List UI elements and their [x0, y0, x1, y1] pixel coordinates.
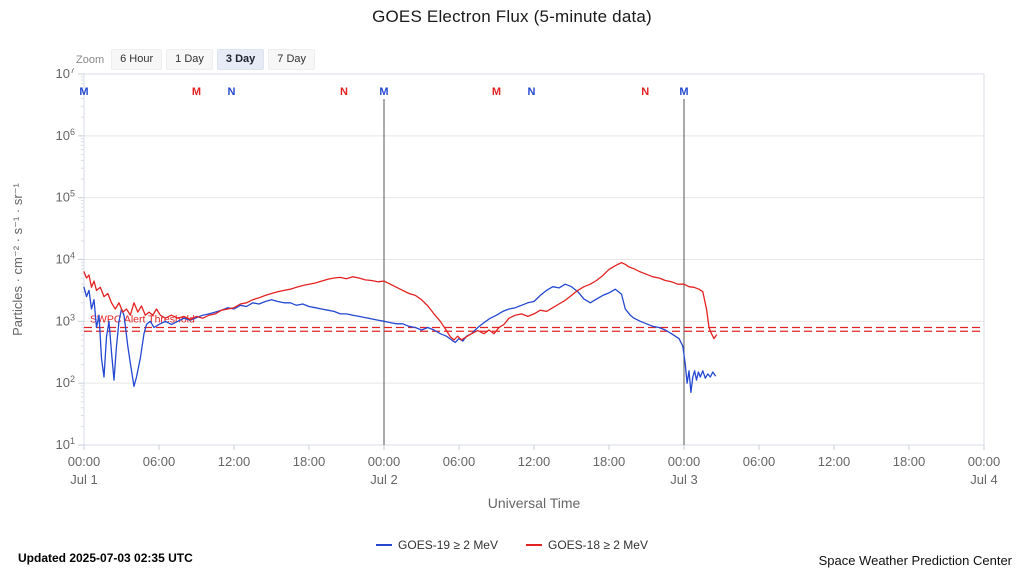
- zoom-7day-button[interactable]: 7 Day: [268, 49, 316, 70]
- x-axis-date-label: Jul 1: [70, 472, 97, 487]
- zoom-controls: Zoom 6 Hour 1 Day 3 Day 7 Day: [76, 49, 316, 70]
- zoom-1day-button[interactable]: 1 Day: [166, 49, 213, 70]
- x-axis-time-label: 18:00: [293, 454, 326, 469]
- x-axis-time-label: 12:00: [518, 454, 551, 469]
- x-axis-time-label: 18:00: [593, 454, 626, 469]
- event-marker-M: M: [192, 86, 201, 98]
- x-axis-date-label: Jul 2: [370, 472, 397, 487]
- y-axis-tick-label: 101: [56, 436, 75, 452]
- y-axis-tick-label: 107: [56, 68, 75, 81]
- x-axis-date-label: Jul 4: [970, 472, 997, 487]
- x-axis-time-label: 06:00: [743, 454, 776, 469]
- event-marker-N: N: [228, 86, 236, 98]
- y-axis-tick-label: 102: [56, 374, 75, 390]
- chart-title: GOES Electron Flux (5-minute data): [372, 7, 652, 26]
- x-axis-time-label: 12:00: [818, 454, 851, 469]
- x-axis-time-label: 06:00: [443, 454, 476, 469]
- x-axis-time-label: 12:00: [218, 454, 251, 469]
- y-axis-tick-label: 104: [56, 251, 75, 267]
- x-axis-time-label: 00:00: [68, 454, 101, 469]
- x-axis-date-label: Jul 3: [670, 472, 697, 487]
- y-axis-tick-label: 106: [56, 127, 75, 143]
- x-axis-time-label: 00:00: [368, 454, 401, 469]
- goes18-line-sample-icon: [526, 544, 542, 546]
- flux-chart-plot[interactable]: 107 106 105 104 103 102 101 00:00 Jul 1 06:00 12:0…: [0, 68, 1024, 528]
- updated-timestamp: Updated 2025-07-03 02:35 UTC: [18, 551, 193, 565]
- credit-label: Space Weather Prediction Center: [818, 553, 1012, 568]
- event-marker-M: M: [379, 86, 388, 98]
- event-marker-N: N: [340, 86, 348, 98]
- zoom-label: Zoom: [76, 53, 105, 66]
- x-axis-time-label: 00:00: [968, 454, 1001, 469]
- event-marker-N: N: [528, 86, 536, 98]
- x-axis-time-label: 00:00: [668, 454, 701, 469]
- y-axis-tick-label: 103: [56, 312, 75, 328]
- y-axis-tick-label: 105: [56, 189, 75, 205]
- legend-label-goes19: GOES-19 ≥ 2 MeV: [398, 538, 498, 552]
- legend-item-goes19[interactable]: GOES-19 ≥ 2 MeV: [376, 538, 498, 552]
- zoom-6hour-button[interactable]: 6 Hour: [111, 49, 163, 70]
- zoom-3day-button[interactable]: 3 Day: [216, 49, 265, 70]
- event-marker-N: N: [641, 86, 649, 98]
- series-line-goes19[interactable]: [83, 283, 716, 394]
- event-marker-M: M: [492, 86, 501, 98]
- x-axis-title: Universal Time: [488, 495, 581, 511]
- series-line-goes18[interactable]: [83, 261, 718, 341]
- alert-threshold-label: SWPC Alert Threshold: [90, 314, 195, 326]
- event-marker-M: M: [79, 86, 88, 98]
- x-axis-time-label: 18:00: [893, 454, 926, 469]
- x-axis-time-label: 06:00: [143, 454, 176, 469]
- goes19-line-sample-icon: [376, 544, 393, 546]
- legend-item-goes18[interactable]: GOES-18 ≥ 2 MeV: [526, 538, 648, 552]
- y-axis-title: Particles · cm⁻² · s⁻¹ · sr⁻¹: [10, 182, 25, 335]
- event-marker-M: M: [679, 86, 688, 98]
- chart-legend: GOES-19 ≥ 2 MeV GOES-18 ≥ 2 MeV: [0, 538, 1024, 552]
- legend-label-goes18: GOES-18 ≥ 2 MeV: [548, 538, 648, 552]
